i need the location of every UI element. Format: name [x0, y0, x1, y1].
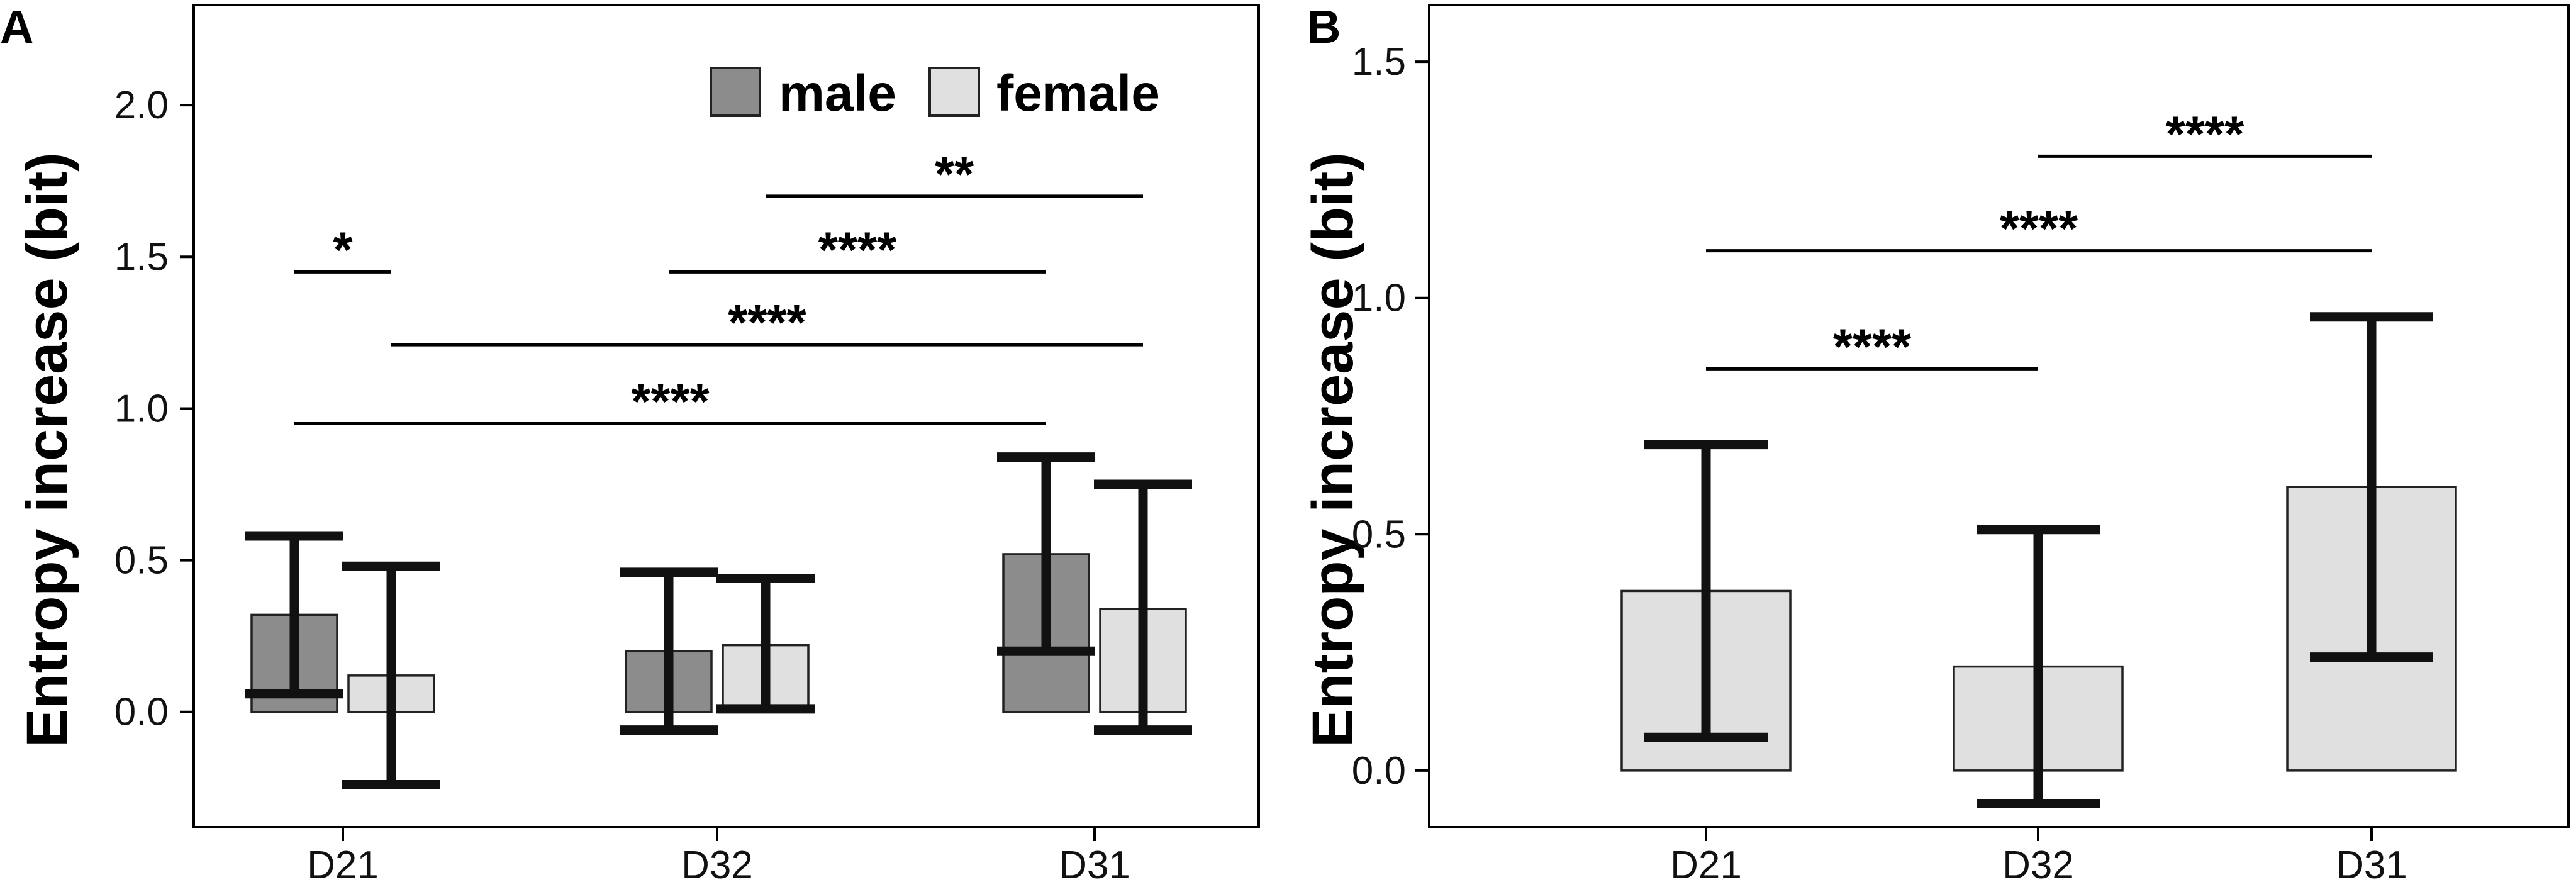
x-tick-label-a: D21	[307, 844, 379, 887]
y-tick-label-b: 1.0	[1352, 277, 1406, 320]
significance-label-a: ****	[728, 294, 806, 350]
x-tick-label-a: D31	[1059, 844, 1130, 887]
y-tick-label-a: 1.0	[114, 387, 169, 430]
y-tick-label-b: 1.5	[1352, 40, 1406, 84]
y-tick-label-a: 1.5	[114, 235, 169, 279]
significance-label-a: *	[333, 221, 353, 277]
panel-letter-b: B	[1307, 1, 1341, 53]
significance-label-b: ****	[2166, 106, 2244, 162]
significance-label-a: **	[935, 146, 974, 202]
y-axis-label-b: Entropy increase (bit)	[1301, 152, 1365, 747]
x-tick-label-b: D32	[2002, 844, 2074, 887]
y-axis-label-a: Entropy increase (bit)	[15, 152, 79, 747]
x-tick-label-a: D32	[681, 844, 753, 887]
significance-label-a: ****	[818, 221, 897, 277]
legend-label-male: male	[779, 65, 896, 122]
y-tick-label-a: 2.0	[114, 84, 169, 127]
y-tick-label-b: 0.5	[1352, 513, 1406, 556]
significance-label-a: ****	[631, 374, 710, 430]
y-tick-label-b: 0.0	[1352, 749, 1406, 793]
plot-frame-a	[192, 4, 1260, 828]
y-tick-label-a: 0.5	[114, 539, 169, 583]
x-tick-label-b: D21	[1670, 844, 1742, 887]
legend-a: male female	[710, 65, 1160, 122]
significance-label-b: ****	[1833, 318, 1912, 374]
significance-label-b: ****	[2000, 201, 2078, 257]
legend-swatch-female	[928, 67, 980, 117]
legend-label-female: female	[996, 65, 1160, 122]
plot-area-b: 0.0 0.5 1.0 1.5 D21 D32 D31 **** **** ****	[1352, 40, 2457, 887]
y-tick-label-a: 0.0	[114, 691, 169, 734]
legend-swatch-male	[710, 67, 761, 117]
plot-frame-b	[1428, 4, 2570, 828]
panel-letter-a: A	[0, 1, 33, 53]
x-tick-label-b: D31	[2336, 844, 2407, 887]
